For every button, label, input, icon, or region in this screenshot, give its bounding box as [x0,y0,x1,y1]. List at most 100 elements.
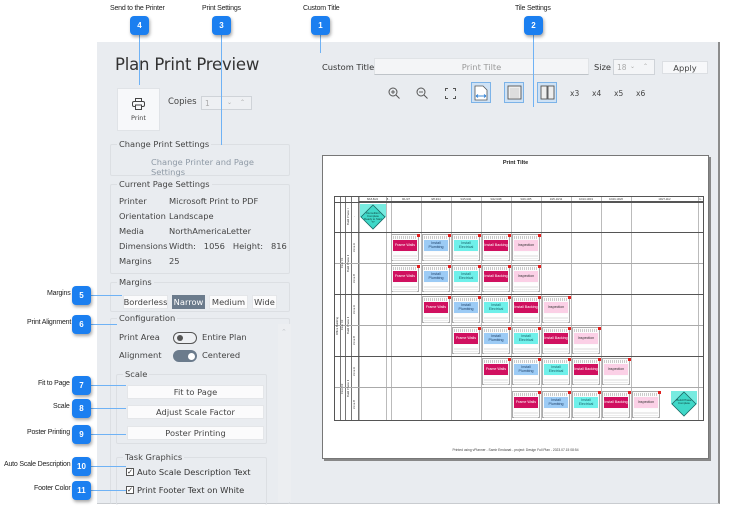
task-name: Install Electrical [454,240,478,251]
task-card: Install Plumbing [452,295,481,323]
task-name: Install Backing [574,364,598,375]
schedule-row-line [335,232,703,233]
group-title: Task Graphics [123,452,185,462]
callout-badge: 2 [524,16,543,35]
margin-borderless-button[interactable]: Borderless [123,295,168,309]
print-button-label: Print [131,113,146,122]
callout-leader-line [221,35,222,145]
task-name: Frame Walls [424,302,448,313]
fit-width-icon[interactable] [471,82,491,103]
auto-scale-checkbox[interactable]: ✓ Auto Scale Description Text [126,467,251,477]
change-printer-link[interactable]: Change Printer and Page Settings [151,157,254,177]
task-card: Install Plumbing [422,233,451,261]
grid-divider [345,197,346,420]
task-card: Inspection [572,326,601,354]
task-card: Install Electrical [452,264,481,292]
week-column-line [421,197,422,420]
zoom-in-icon[interactable] [385,84,403,102]
dimensions-key: Dimensions [119,241,168,251]
task-name: Inspection [604,364,628,375]
week-column-line [451,197,452,420]
footer-white-checkbox[interactable]: ✓ Print Footer Text on White [126,485,244,495]
floor-label: Floor 03 [340,383,344,394]
alignment-toggle[interactable] [173,350,197,362]
schedule-row-line [335,387,703,388]
grid-divider [358,197,359,420]
floor-label: Floor 01 [340,257,344,269]
task-name: Install Backing [514,302,538,313]
callout-label: Auto Scale Description [4,461,71,468]
margin-wide-button[interactable]: Wide [252,295,277,309]
zone-label: Zone B [352,335,356,346]
task-name: Install Plumbing [424,240,448,251]
callout-leader-line [139,35,140,85]
task-name: Inspection [514,271,538,282]
task-card: Install Electrical [572,390,601,418]
task-name: Install Backing [544,333,568,344]
callout-badge: 6 [72,315,91,334]
week-header: 10/6-10/12 [541,197,571,202]
callout-badge: 1 [311,16,330,35]
zone-label: Zone B [352,399,356,409]
task-name: Inspection [544,302,568,313]
callout-leader-line [91,295,122,296]
tile-x4-button[interactable]: x4 [592,89,602,98]
callout-leader-line [533,35,534,107]
copies-label: Copies [168,97,197,107]
task-name: Install Plumbing [454,302,478,313]
week-header: 9/15-9/21 [451,197,481,202]
task-card: Frame Walls [482,357,511,385]
task-card: Install Backing [602,390,631,418]
week-column-line [386,197,387,420]
zoom-out-icon[interactable] [413,84,431,102]
checkmark-icon: ✓ [126,486,134,494]
task-name: Frame Walls [484,364,508,375]
margin-narrow-button[interactable]: Narrow [172,295,205,309]
zone-label: Zone B [352,273,356,284]
callout-label: Footer Color [34,485,71,492]
task-card: Inspection [602,357,631,385]
adjust-scale-factor-button[interactable]: Adjust Scale Factor [127,405,264,419]
tile-x6-button[interactable]: x6 [636,89,646,98]
footer-white-label: Print Footer Text on White [137,485,245,495]
stepper-arrows-icon[interactable]: ⌄ ⌃ [630,63,651,70]
fit-screen-icon[interactable] [441,84,459,102]
alignment-label: Alignment [119,350,162,360]
week-column-line [511,197,512,420]
task-name: Install Electrical [514,333,538,344]
schedule-row-line [335,294,703,295]
grid-divider [340,197,341,420]
scroll-up-icon[interactable]: ⌃ [281,328,287,336]
stepper-arrows-icon[interactable]: ⌄ ⌃ [227,99,248,106]
task-name: Inspection [514,240,538,251]
zone-label: Zone A [352,243,356,252]
task-name: Install Plumbing [424,271,448,282]
task-card: Install Backing [482,233,511,261]
print-area-label: Print Area [119,332,160,342]
print-area-toggle[interactable] [173,332,197,344]
custom-title-input[interactable]: Print Tilte [374,58,589,75]
scale-group: Scale [116,369,267,444]
task-card: Install Plumbing [542,390,571,418]
week-header: 1... [698,198,704,202]
copies-stepper[interactable]: 1 ⌄ ⌃ [201,96,252,110]
task-name: Frame Walls [393,271,417,282]
schedule-row-line [335,356,703,357]
margin-medium-button[interactable]: Medium [209,295,248,309]
poster-printing-button[interactable]: Poster Printing [127,426,264,440]
callout-leader-line [91,324,117,325]
two-page-icon[interactable] [537,82,557,103]
print-button[interactable]: Print [117,88,160,131]
tile-x3-button[interactable]: x3 [570,89,580,98]
group-title: Current Page Settings [117,179,212,189]
tile-x5-button[interactable]: x5 [614,89,624,98]
size-stepper[interactable]: 18 ⌄ ⌃ [613,59,655,75]
task-card: Inspection [512,264,541,292]
task-card: Frame Walls [512,390,541,418]
single-page-icon[interactable] [504,82,524,103]
milestone-diamond: Build Phase Complete [671,391,697,417]
configuration-scrollbar[interactable]: ⌃ [278,324,291,502]
task-card: Install Electrical [452,233,481,261]
apply-button[interactable]: Apply [662,61,708,74]
fit-to-page-button[interactable]: Fit to Page [127,385,264,399]
